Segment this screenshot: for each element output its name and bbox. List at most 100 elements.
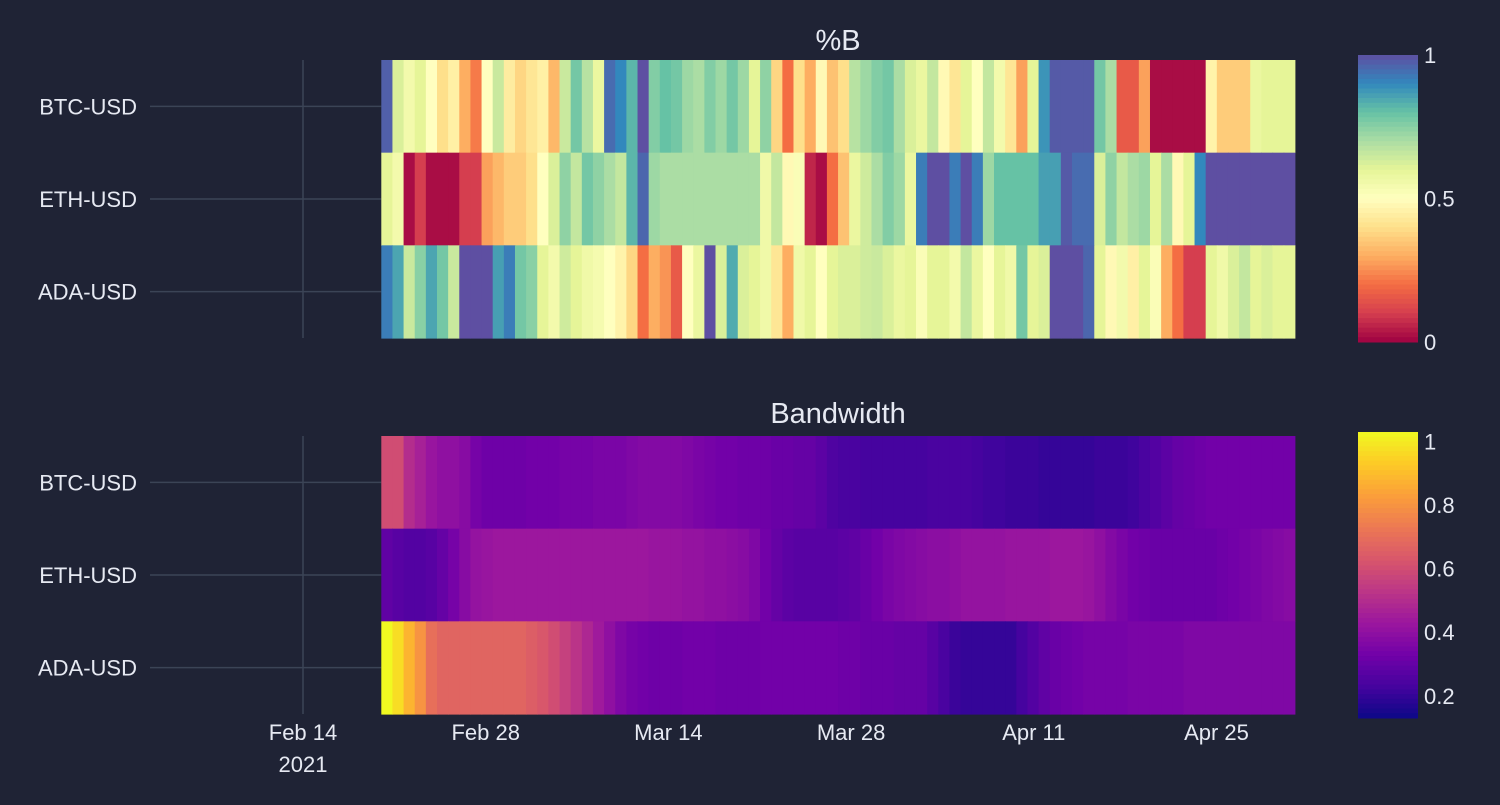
heatmap-cell xyxy=(492,621,505,715)
colorbar-segment xyxy=(1358,679,1418,686)
heatmap-cell xyxy=(1216,436,1229,530)
heatmap-cell xyxy=(1083,245,1095,339)
colorbar-segment xyxy=(1358,527,1418,533)
heatmap-cell xyxy=(1183,436,1196,530)
colorbar-segment xyxy=(1358,560,1418,566)
heatmap-cell xyxy=(448,528,460,622)
y-tick-label: ETH-USD xyxy=(39,563,137,588)
heatmap-cell xyxy=(1149,152,1162,246)
colorbar-segment xyxy=(1358,522,1418,528)
heatmap-cell xyxy=(849,436,861,530)
heatmap-cell xyxy=(971,152,984,246)
colorbar-segment xyxy=(1358,608,1418,614)
heatmap-cell xyxy=(938,436,951,530)
colorbar-segment xyxy=(1358,446,1418,452)
heatmap-cell xyxy=(425,436,438,530)
heatmap-cell xyxy=(1216,528,1229,622)
heatmap-cell xyxy=(1239,60,1251,154)
heatmap-cell xyxy=(414,245,427,339)
heatmap-cell xyxy=(1005,528,1017,622)
colorbar-segment xyxy=(1358,546,1418,552)
heatmap-cell xyxy=(615,436,627,530)
colorbar-segment xyxy=(1358,69,1418,75)
heatmap-cell xyxy=(1205,528,1218,622)
colorbar-segment xyxy=(1358,188,1418,195)
colorbar-segment xyxy=(1358,251,1418,257)
heatmap-cell xyxy=(771,152,783,246)
heatmap-cell xyxy=(1250,528,1262,622)
heatmap-cell xyxy=(537,621,549,715)
heatmap-cell xyxy=(1016,528,1029,622)
heatmap-cell xyxy=(982,60,995,154)
heatmap-cell xyxy=(1038,152,1051,246)
colorbar-segment xyxy=(1358,532,1418,538)
heatmap-cell xyxy=(927,152,939,246)
heatmap-cell xyxy=(1094,436,1107,530)
heatmap-cell xyxy=(1261,152,1274,246)
heatmap-cell xyxy=(849,528,861,622)
heatmap-cell xyxy=(526,60,538,154)
heatmap-cell xyxy=(581,436,594,530)
heatmap-cell xyxy=(448,436,460,530)
heatmap-cell xyxy=(414,152,427,246)
heatmap-cell xyxy=(1083,60,1095,154)
heatmap-cell xyxy=(982,245,995,339)
heatmap-cell xyxy=(548,621,561,715)
y-tick-label: ETH-USD xyxy=(39,187,137,212)
heatmap-cell xyxy=(1161,528,1173,622)
heatmap-cell xyxy=(1094,60,1107,154)
colorbar-segment xyxy=(1358,570,1418,576)
heatmap-cell xyxy=(1105,245,1118,339)
colorbar-segment xyxy=(1358,59,1418,66)
heatmap-cell xyxy=(1194,152,1207,246)
heatmap-cell xyxy=(1038,436,1051,530)
colorbar-segment xyxy=(1358,107,1418,113)
heatmap-cell xyxy=(826,436,839,530)
heatmap-cell xyxy=(1138,528,1151,622)
heatmap-cell xyxy=(737,528,750,622)
heatmap-cell xyxy=(448,152,460,246)
colorbar-tick-label: 0.4 xyxy=(1424,620,1455,645)
heatmap-cell xyxy=(927,245,939,339)
heatmap-cell xyxy=(826,528,839,622)
heatmap-cell xyxy=(570,528,583,622)
x-tick-label: Feb 14 xyxy=(269,720,338,745)
colorbar-segment xyxy=(1358,703,1418,709)
colorbar-segment xyxy=(1358,689,1418,695)
heatmap-cell xyxy=(1149,60,1162,154)
heatmap-cell xyxy=(425,245,438,339)
heatmap-cell xyxy=(1183,528,1196,622)
heatmap-cell xyxy=(838,528,850,622)
heatmap-cell xyxy=(815,528,828,622)
colorbar-segment xyxy=(1358,318,1418,324)
heatmap-cell xyxy=(782,60,795,154)
heatmap-cell xyxy=(425,621,438,715)
heatmap-cell xyxy=(804,528,817,622)
heatmap-cell xyxy=(760,152,772,246)
heatmap-cell xyxy=(949,436,962,530)
heatmap-cell xyxy=(659,436,672,530)
colorbar-segment xyxy=(1358,241,1418,247)
heatmap-cell xyxy=(994,436,1006,530)
heatmap-cell xyxy=(1250,60,1262,154)
heatmap-cell xyxy=(726,152,739,246)
colorbar-segment xyxy=(1358,541,1418,547)
heatmap-cell xyxy=(526,245,538,339)
colorbar-segment xyxy=(1358,64,1418,70)
colorbar-segment xyxy=(1358,503,1418,509)
colorbar-segment xyxy=(1358,55,1418,61)
heatmap-cell xyxy=(893,621,906,715)
heatmap-cell xyxy=(771,245,783,339)
colorbar-segment xyxy=(1358,517,1418,524)
heatmap-cell xyxy=(514,60,527,154)
heatmap-cell xyxy=(470,60,483,154)
heatmap-cell xyxy=(537,436,549,530)
heatmap-cell xyxy=(994,245,1006,339)
colorbar-segment xyxy=(1358,579,1418,586)
heatmap-cell xyxy=(459,60,472,154)
heatmap-cell xyxy=(737,152,750,246)
heatmap-cell xyxy=(592,152,605,246)
chart-title: Bandwidth xyxy=(770,398,905,430)
heatmap-cell xyxy=(916,621,928,715)
heatmap-cell xyxy=(604,436,616,530)
